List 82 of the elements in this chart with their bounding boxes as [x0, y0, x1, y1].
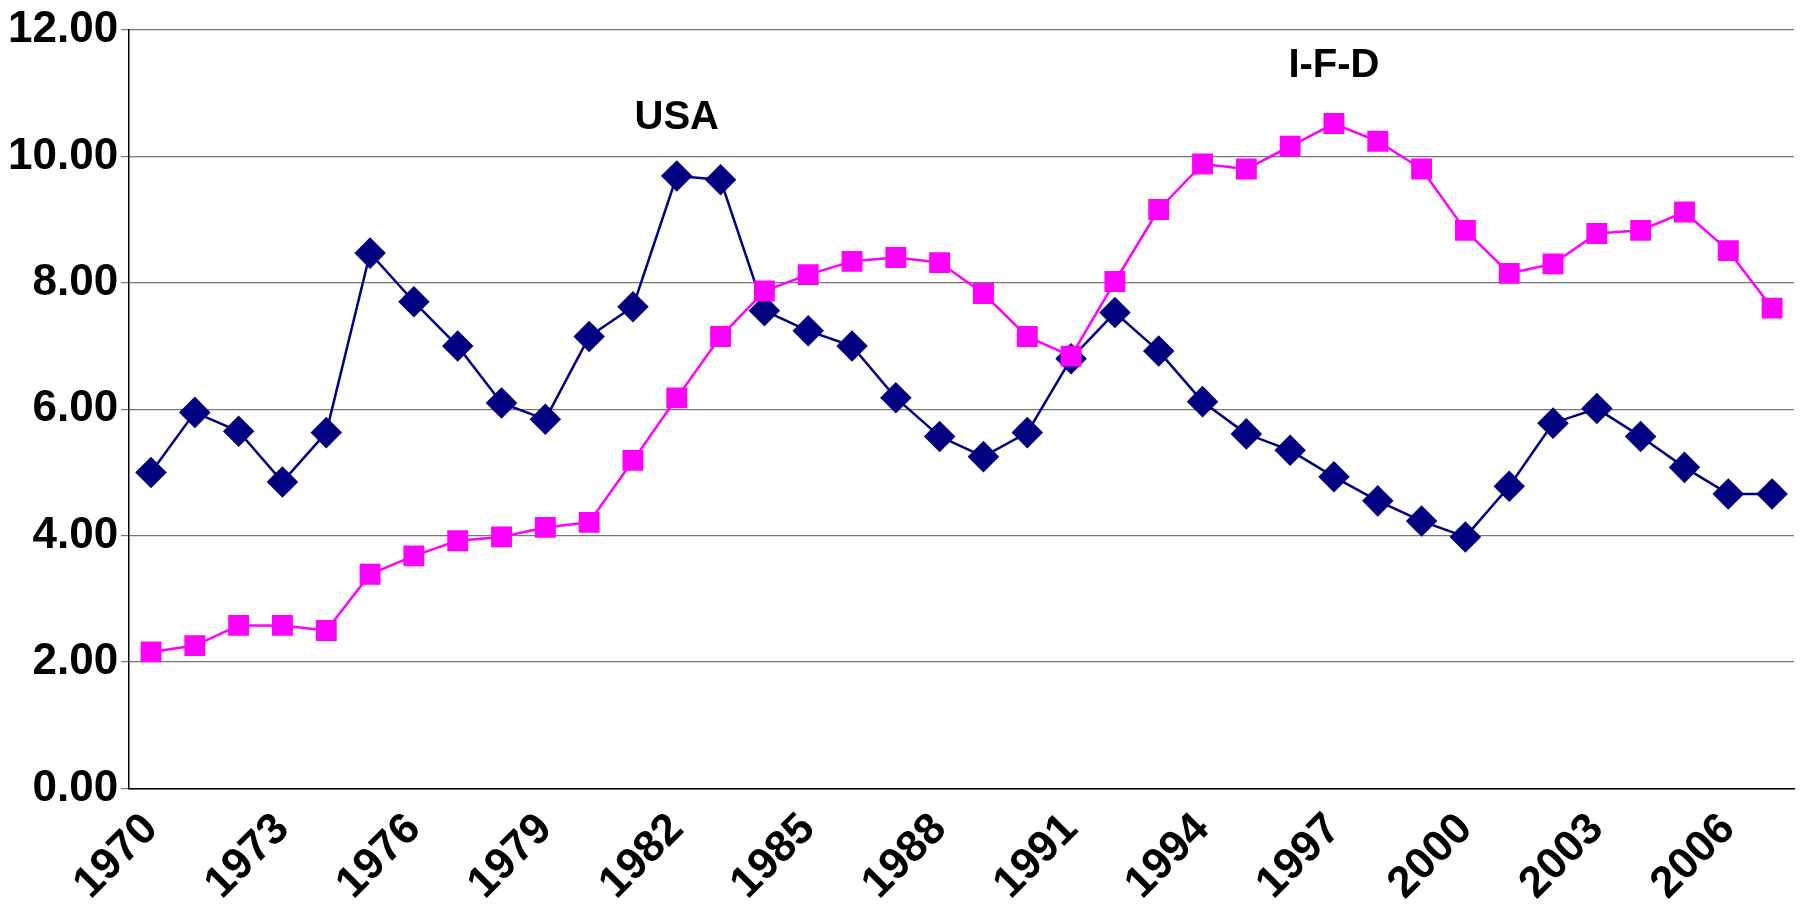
point — [885, 247, 907, 268]
point — [797, 264, 819, 286]
y-tick-label: 6.00 — [32, 381, 119, 431]
point — [1625, 421, 1656, 452]
point — [753, 280, 775, 302]
point — [447, 530, 469, 552]
point — [354, 237, 386, 269]
point — [1454, 219, 1476, 241]
point — [836, 330, 868, 362]
series-label: I-F-D — [1288, 40, 1380, 85]
point — [315, 620, 337, 641]
point — [1016, 326, 1038, 347]
point — [1274, 435, 1306, 466]
point — [1143, 335, 1174, 367]
point — [179, 397, 211, 428]
point — [442, 330, 473, 362]
point — [792, 315, 824, 347]
point — [1231, 418, 1262, 450]
point — [1104, 271, 1126, 292]
point — [1498, 262, 1520, 284]
point — [491, 526, 512, 548]
y-tick-label: 4.00 — [32, 507, 119, 557]
point — [1581, 393, 1613, 424]
point — [1362, 485, 1394, 517]
point — [617, 291, 649, 323]
point — [184, 635, 206, 657]
y-tick-label: 2.00 — [32, 634, 119, 684]
point — [1493, 471, 1525, 502]
point — [841, 250, 863, 272]
point — [1674, 201, 1695, 223]
point — [311, 417, 342, 448]
point — [1669, 452, 1700, 483]
point — [359, 563, 381, 585]
point — [1717, 240, 1739, 262]
y-tick-label: 8.00 — [32, 254, 119, 304]
point — [1323, 113, 1345, 134]
point — [1761, 297, 1783, 319]
point — [1406, 505, 1437, 537]
point — [1756, 478, 1788, 510]
point — [578, 511, 600, 533]
point — [1148, 199, 1170, 220]
point — [1537, 407, 1569, 439]
point — [710, 326, 732, 347]
series-label: USA — [634, 93, 719, 138]
point — [1450, 521, 1481, 553]
point — [1713, 478, 1744, 510]
point — [398, 286, 430, 318]
point — [135, 457, 167, 488]
point — [403, 545, 425, 567]
point — [573, 321, 605, 352]
point — [1235, 158, 1257, 180]
point — [530, 404, 561, 435]
point — [1012, 417, 1043, 448]
point — [622, 449, 644, 471]
point — [666, 387, 688, 409]
point — [228, 614, 250, 636]
point — [267, 466, 298, 498]
y-tick-label: 0.00 — [32, 760, 119, 810]
point — [880, 382, 912, 414]
point — [1630, 219, 1652, 241]
point — [924, 421, 955, 452]
point — [1411, 158, 1433, 180]
point — [929, 252, 951, 274]
point — [223, 416, 254, 447]
point — [1279, 135, 1301, 157]
point — [272, 614, 293, 636]
point — [1318, 461, 1350, 493]
point — [1542, 253, 1564, 275]
point — [1099, 297, 1131, 328]
point — [1367, 130, 1389, 152]
y-tick-label: 10.00 — [8, 128, 119, 178]
y-tick-label: 12.00 — [8, 2, 119, 52]
point — [705, 164, 736, 196]
point — [534, 516, 556, 538]
point — [968, 441, 999, 472]
point — [486, 387, 517, 419]
point — [1192, 153, 1213, 175]
point — [1187, 386, 1218, 417]
point — [973, 283, 994, 304]
point — [140, 641, 162, 663]
point — [661, 160, 693, 192]
point — [1586, 223, 1608, 244]
